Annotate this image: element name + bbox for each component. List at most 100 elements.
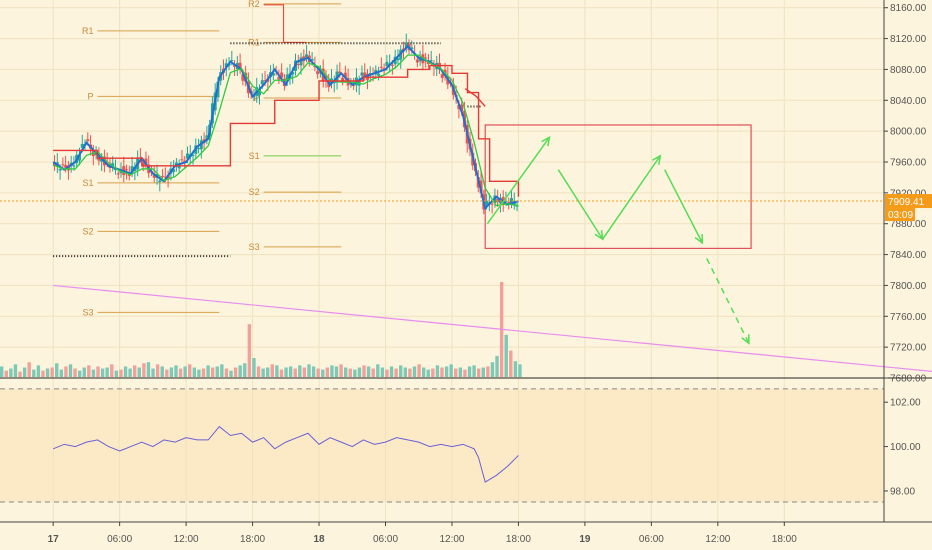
volume-bar	[105, 367, 109, 377]
volume-bar	[298, 365, 302, 377]
last-price-tag-bg	[885, 194, 932, 209]
oscillator-axis-label: 100.00	[890, 442, 921, 453]
price-axis-label: 8120.00	[890, 34, 927, 45]
slow-ma-line	[53, 64, 520, 197]
candle-body	[360, 72, 364, 76]
resistance-step-line	[263, 4, 306, 43]
volume-bar	[174, 365, 178, 377]
countdown-tag-bg	[885, 208, 915, 222]
volume-bar	[119, 369, 123, 377]
candle-body	[185, 153, 189, 159]
projection-arrow-line	[486, 136, 551, 225]
pivot-levels: R2R1R1PPS1S1S2S2S3S3	[53, 0, 481, 317]
projection-arrow-head	[541, 135, 551, 147]
pivot-level-label: S2	[82, 226, 93, 236]
candle-body	[377, 73, 381, 76]
volume-bar	[32, 369, 36, 377]
pivot-level-label: S1	[82, 178, 93, 188]
volume-bar	[229, 370, 233, 377]
volume-bar	[36, 365, 41, 377]
candle-body	[144, 158, 148, 165]
volume-bar	[376, 364, 380, 377]
pivot-level-label: S2	[249, 187, 260, 197]
price-axis-label: 7760.00	[890, 312, 927, 323]
volume-bar	[27, 362, 31, 377]
volume-bar	[142, 363, 146, 377]
candle-body	[271, 72, 275, 76]
volume-bar	[284, 367, 288, 377]
volume-bar	[302, 367, 307, 377]
candle-body	[410, 47, 414, 50]
volume-bar	[146, 362, 151, 377]
volume-bar	[385, 369, 389, 377]
volume-bar	[45, 368, 50, 377]
volume-bar	[421, 367, 426, 377]
volume-bar	[449, 364, 453, 377]
volume-bar	[266, 367, 270, 377]
ma-tail-line	[464, 88, 486, 107]
candle-body	[296, 64, 300, 66]
candle-body	[338, 71, 342, 74]
volume-bar	[100, 368, 105, 377]
volume-bar	[270, 364, 274, 377]
candle-body	[418, 57, 422, 62]
candle-body	[263, 80, 267, 82]
volume-bar	[472, 365, 476, 377]
volume-bar	[77, 370, 82, 377]
volume-bar	[243, 363, 247, 377]
candle-body	[299, 57, 303, 66]
candle-body	[116, 173, 120, 175]
volume-bar	[311, 366, 316, 377]
volume-bar	[114, 370, 119, 377]
price-axis-label: 7680.00	[890, 374, 927, 385]
volume-bar	[339, 364, 343, 377]
volume-bar	[96, 366, 100, 377]
projection-arrow-line	[706, 258, 750, 344]
volume-bar	[426, 369, 430, 377]
fast-ma-line	[52, 54, 519, 207]
volume-bar	[256, 366, 261, 377]
candle-body	[260, 80, 264, 85]
candle-body	[61, 164, 65, 166]
volume-bar	[399, 365, 403, 377]
candle-body	[343, 72, 347, 78]
candle-body	[205, 135, 209, 140]
price-axis-label: 8080.00	[890, 65, 927, 76]
time-axis-label: 17	[48, 534, 60, 545]
candle-body	[130, 166, 134, 173]
candle-body	[485, 200, 489, 205]
volume-bar	[64, 366, 68, 377]
oscillator-panel	[0, 388, 884, 503]
candle-body	[285, 74, 289, 82]
volume-bar	[41, 370, 45, 377]
candle-body	[424, 57, 428, 59]
volume-bar	[371, 368, 375, 377]
time-axis-label: 12:00	[174, 534, 199, 545]
volume-bar	[330, 365, 334, 377]
oscillator-line	[52, 425, 519, 483]
projection-arrow-head	[652, 154, 662, 165]
last-price-tags: 7909.41 03:09	[885, 194, 932, 222]
volume-bar	[233, 367, 238, 377]
pivot-level-label: R1	[248, 37, 260, 47]
volume-bar	[0, 366, 4, 377]
volume-bar	[348, 368, 352, 377]
volume-bar	[403, 367, 408, 377]
volume-bar	[321, 369, 325, 377]
volume-bar	[343, 367, 348, 377]
price-axis-label: 8040.00	[890, 96, 927, 107]
candle-body	[64, 165, 68, 168]
time-axis-label: 18:00	[240, 534, 265, 545]
price-axis-label: 7920.00	[890, 188, 927, 199]
volume-bar	[293, 368, 297, 377]
projection-arrows	[486, 135, 750, 345]
candle-body	[158, 180, 162, 183]
volume-bar	[91, 369, 96, 377]
volume-bar	[504, 334, 508, 377]
volume-bar	[357, 367, 362, 377]
volume-bar	[220, 364, 224, 377]
price-axis-label: 7960.00	[890, 158, 927, 169]
volume-bar	[417, 364, 421, 377]
